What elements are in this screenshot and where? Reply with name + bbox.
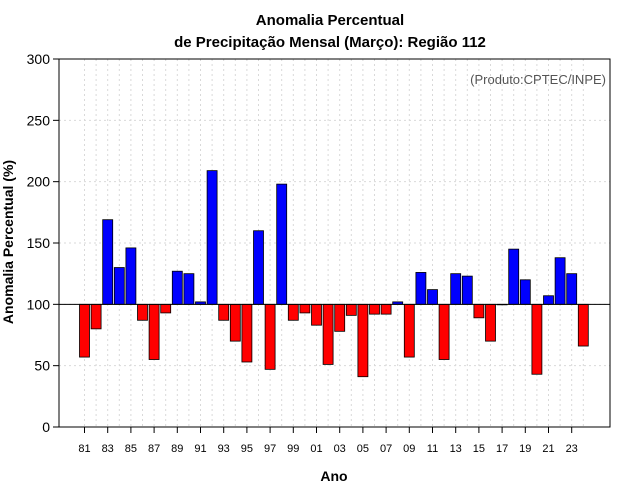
x-axis-title: Ano — [320, 468, 347, 484]
y-axis: 0 50 100 150 200 250 300 — [27, 51, 59, 435]
x-tick-label: 07 — [380, 443, 392, 455]
bar-13 — [450, 273, 462, 305]
bar-20 — [531, 303, 543, 375]
x-tick-label: 85 — [125, 443, 137, 455]
y-tick-label: 0 — [42, 419, 50, 435]
x-tick-label: 15 — [473, 443, 485, 455]
chart-subtitle: de Precipitação Mensal (Março): Região 1… — [174, 34, 486, 51]
bar-04 — [345, 303, 357, 316]
bar-21 — [543, 295, 554, 305]
bar-23 — [566, 273, 578, 305]
y-axis-title: Anomalia Percentual (%) — [0, 160, 16, 324]
y-tick-label: 100 — [27, 296, 51, 312]
source-annotation: (Produto:CPTEC/INPE) — [470, 72, 606, 87]
x-tick-label: 95 — [241, 443, 253, 455]
x-tick-label: 01 — [310, 443, 322, 455]
x-tick-label: 81 — [78, 443, 90, 455]
bar-89 — [171, 270, 183, 305]
bar-88 — [160, 303, 172, 314]
bar-05 — [357, 303, 369, 378]
x-tick-label: 17 — [496, 443, 508, 455]
bar-00 — [299, 303, 311, 314]
bar-07 — [380, 303, 392, 315]
x-tick-label: 21 — [542, 443, 554, 455]
bar-99 — [287, 303, 299, 321]
y-tick-label: 250 — [27, 112, 51, 128]
bars — [79, 170, 589, 378]
y-tick-label: 200 — [27, 174, 51, 190]
bar-82 — [90, 303, 102, 330]
x-tick-label: 89 — [171, 443, 183, 455]
x-tick-label: 97 — [264, 443, 276, 455]
x-tick-label: 83 — [102, 443, 114, 455]
x-tick-label: 99 — [287, 443, 299, 455]
x-tick-label: 09 — [403, 443, 415, 455]
bar-97 — [264, 303, 276, 370]
x-tick-label: 23 — [566, 443, 578, 455]
bar-12 — [438, 303, 450, 360]
x-tick-label: 11 — [427, 443, 438, 455]
bar-19 — [519, 279, 531, 305]
bar-92 — [206, 170, 218, 305]
x-axis: 81 83 85 87 89 91 93 95 97 99 01 03 05 07 09 11 13 15 17 19… — [78, 427, 578, 455]
x-tick-label: 13 — [450, 443, 462, 455]
bar-90 — [183, 273, 195, 305]
bar-85 — [125, 247, 137, 305]
bar-81 — [79, 303, 90, 358]
x-tick-label: 93 — [218, 443, 230, 455]
bar-10 — [415, 272, 427, 305]
bar-86 — [137, 303, 148, 321]
x-tick-label: 05 — [357, 443, 369, 455]
bar-02 — [322, 303, 334, 365]
x-tick-label: 87 — [148, 443, 160, 455]
bar-18 — [508, 248, 520, 305]
bar-22 — [554, 257, 566, 305]
x-tick-label: 19 — [519, 443, 531, 455]
bar-98 — [276, 183, 288, 305]
grid — [59, 58, 610, 428]
bar-95 — [241, 303, 253, 363]
bar-14 — [461, 275, 473, 305]
bar-03 — [334, 303, 346, 332]
y-tick-label: 300 — [27, 51, 51, 67]
bar-11 — [427, 289, 438, 305]
x-tick-label: 91 — [194, 443, 206, 455]
x-tick-label: 03 — [334, 443, 346, 455]
bar-87 — [148, 303, 160, 360]
y-tick-label: 150 — [27, 235, 51, 251]
bar-01 — [311, 303, 322, 326]
bar-94 — [229, 303, 241, 342]
bar-83 — [102, 219, 114, 305]
bar-09 — [403, 303, 415, 358]
bar-96 — [253, 230, 264, 305]
bar-84 — [113, 267, 125, 305]
bar-15 — [473, 303, 485, 319]
bar-06 — [369, 303, 380, 315]
bar-93 — [218, 303, 230, 321]
bar-24 — [577, 303, 589, 347]
bar-16 — [485, 303, 496, 342]
chart-title: Anomalia Percentual — [256, 12, 404, 29]
y-tick-label: 50 — [34, 358, 50, 374]
